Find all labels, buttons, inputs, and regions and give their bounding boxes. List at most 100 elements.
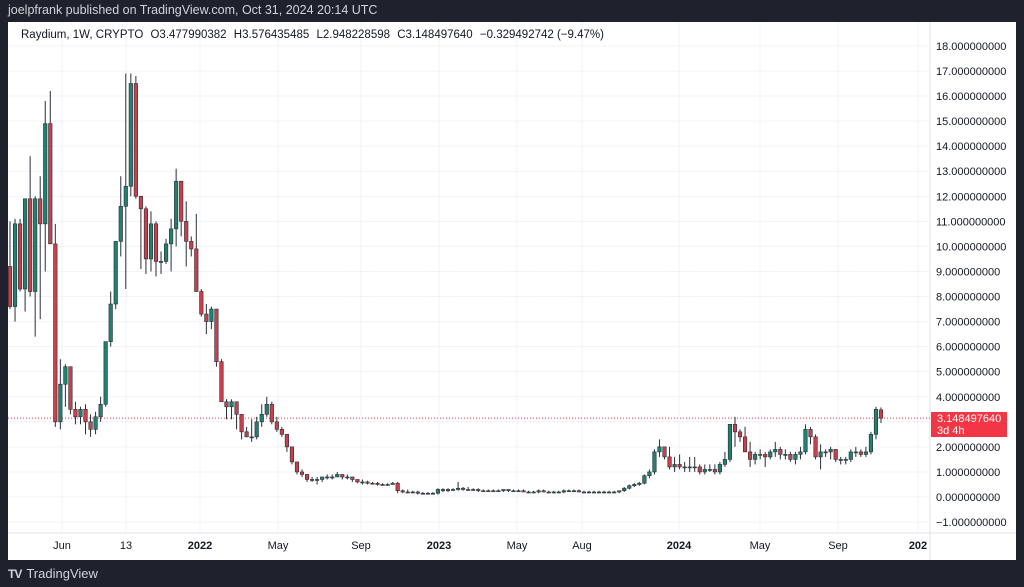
time-axis-label: May <box>507 540 528 552</box>
candle <box>315 476 320 485</box>
candle <box>12 218 18 322</box>
candle <box>743 426 748 453</box>
candle <box>189 236 194 257</box>
candle <box>194 213 199 292</box>
candle <box>380 483 385 486</box>
candle <box>798 446 803 460</box>
candle <box>43 101 48 272</box>
candle <box>425 491 430 495</box>
candle <box>274 416 279 432</box>
candle <box>108 291 113 347</box>
time-axis-label: 2023 <box>427 540 451 552</box>
candle <box>234 401 239 430</box>
candle <box>737 429 743 442</box>
candle <box>405 489 410 494</box>
candle <box>707 464 712 472</box>
candle <box>536 489 541 494</box>
candlestick-chart[interactable]: 18.000000000 17.000000000 16.000000000 15.0… <box>8 22 1016 560</box>
candle <box>541 489 546 493</box>
candle <box>843 456 848 465</box>
candle <box>153 221 159 277</box>
candle <box>435 488 441 495</box>
price-axis-label: 4.000000000 <box>936 392 1000 404</box>
time-axis-label: Aug <box>572 540 592 552</box>
candle <box>239 414 244 440</box>
candle <box>596 490 602 494</box>
candle <box>858 449 863 457</box>
candle <box>244 426 249 438</box>
change-value: −0.329492742 (−9.47%) <box>479 29 604 41</box>
price-axis-label: 6.000000000 <box>936 342 1000 354</box>
candle <box>657 439 662 457</box>
candle <box>335 471 340 478</box>
time-axis-label: 202 <box>909 540 927 552</box>
candle <box>38 176 43 320</box>
price-axis-label: −1.000000000 <box>936 517 1007 529</box>
candle <box>58 359 63 430</box>
time-axis-label: 13 <box>120 540 132 552</box>
candle <box>878 407 884 424</box>
candle <box>325 474 330 480</box>
candle <box>264 396 269 417</box>
candle <box>33 196 38 337</box>
candle <box>808 426 813 445</box>
candle <box>88 414 93 437</box>
candle <box>299 469 305 477</box>
bar-countdown: 3d 4h <box>937 425 965 437</box>
candle <box>123 73 128 290</box>
price-axis-label: 18.000000000 <box>936 41 1006 53</box>
time-axis-label: May <box>268 540 289 552</box>
price-axis-label: 1.000000000 <box>936 467 1000 479</box>
candle <box>672 456 677 472</box>
low-value: L2.948228598 <box>316 29 391 41</box>
candle <box>576 489 581 493</box>
candle <box>828 446 833 460</box>
candle <box>320 476 325 482</box>
time-axis-label: 2022 <box>188 540 212 552</box>
candle <box>667 446 672 470</box>
candle <box>259 404 264 427</box>
candle <box>284 434 289 452</box>
candle <box>113 241 118 310</box>
candle <box>209 306 214 330</box>
candle <box>868 431 873 455</box>
candle <box>370 481 375 485</box>
symbol-title[interactable]: Raydium, 1W, CRYPTO <box>21 29 144 41</box>
candle <box>345 474 350 480</box>
candle <box>350 476 355 482</box>
candle <box>516 489 521 493</box>
price-axis-label: 15.000000000 <box>936 116 1006 128</box>
candle <box>677 454 682 470</box>
candle <box>53 223 58 427</box>
candle <box>360 479 365 485</box>
candle <box>219 359 224 403</box>
candle <box>164 238 169 264</box>
candle <box>415 490 420 495</box>
price-axis-label: 5.000000000 <box>936 367 1000 379</box>
candle <box>662 446 667 460</box>
candle <box>310 476 315 482</box>
candle <box>430 491 435 495</box>
candle <box>632 483 637 487</box>
candle <box>581 490 587 494</box>
price-axis-label: 7.000000000 <box>936 317 1000 329</box>
candle <box>83 404 88 435</box>
candle <box>717 461 722 475</box>
candle <box>133 75 138 199</box>
candle <box>622 486 627 492</box>
candle <box>506 489 511 492</box>
candle <box>28 156 33 297</box>
candle <box>818 444 823 470</box>
candle <box>602 490 607 494</box>
chart-panel[interactable]: Raydium, 1W, CRYPTO O3.477990382 H3.5764… <box>8 22 1016 560</box>
footer-brand[interactable]: TV TradingView <box>8 566 98 581</box>
candle <box>18 218 23 292</box>
candle <box>48 91 53 245</box>
candle <box>561 489 566 494</box>
candle <box>783 449 788 460</box>
candle <box>758 449 763 460</box>
candle <box>169 218 174 272</box>
high-value: H3.576435485 <box>233 29 310 41</box>
candle <box>607 490 612 494</box>
price-axis-label: 14.000000000 <box>936 141 1006 153</box>
